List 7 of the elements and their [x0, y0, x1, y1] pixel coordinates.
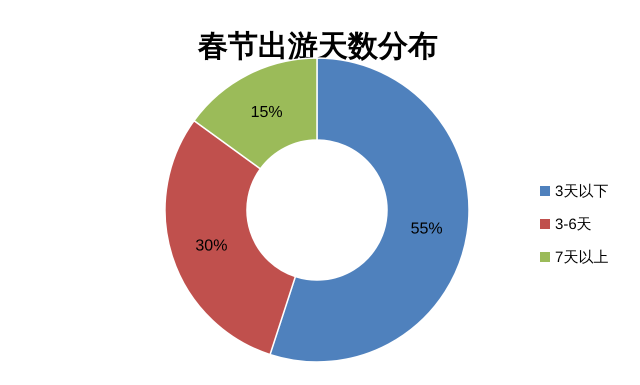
data-label: 15%	[250, 104, 283, 122]
legend-label: 3-6天	[555, 216, 592, 233]
chart-title: 春节出游天数分布	[197, 30, 438, 63]
data-label: 55%	[410, 220, 443, 238]
legend-label: 3天以下	[555, 183, 608, 200]
data-label: 30%	[195, 237, 228, 254]
legend-label: 7天以上	[555, 249, 608, 266]
